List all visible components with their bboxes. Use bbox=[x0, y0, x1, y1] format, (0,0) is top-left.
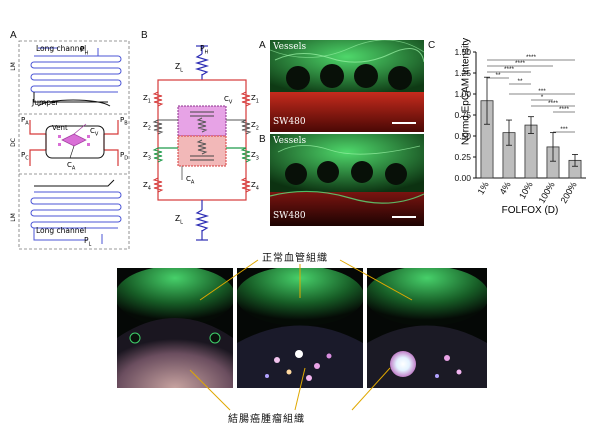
significance-label: ** bbox=[517, 78, 523, 85]
panel-b-letter: B bbox=[141, 30, 148, 41]
jumper-label: Jumper bbox=[32, 98, 59, 107]
micro-a-scale-bar bbox=[392, 122, 416, 124]
epcam-bar-chart: 0.00 0.25 0.50 0.75 1.00 1.25 1.50 1% 4% 10% 100% 2… bbox=[454, 47, 586, 205]
circuit-cv-label: CV bbox=[224, 95, 233, 106]
y-tick-label: 0.25 bbox=[454, 152, 471, 162]
circuit-z1-left-label: Z1 bbox=[143, 94, 151, 105]
micrograph-a-image bbox=[270, 40, 424, 132]
significance-label: *** bbox=[560, 126, 568, 133]
circuit-z2-left-label: Z2 bbox=[143, 121, 151, 132]
micro-b-top-label: Vessels bbox=[273, 136, 307, 146]
significance-label: *** bbox=[538, 88, 546, 95]
significance-label: **** bbox=[559, 106, 570, 113]
panel-c-letter: C bbox=[428, 40, 436, 51]
tumor-tissue-annotation: 結腸癌腫瘤組織 bbox=[228, 414, 305, 425]
x-tick-label: 10% bbox=[517, 180, 535, 201]
circuit-z4-right-label: Z4 bbox=[251, 181, 259, 192]
tissue-image-left bbox=[117, 268, 233, 388]
circuit-z1-right-label: Z1 bbox=[251, 94, 259, 105]
normal-tissue-annotation: 正常血管組織 bbox=[262, 253, 328, 264]
long-channel-bottom-label: Long channel bbox=[36, 226, 87, 235]
tissue-image-right bbox=[367, 268, 487, 388]
x-tick-label: 1% bbox=[476, 180, 491, 196]
y-tick-label: 0.00 bbox=[454, 173, 471, 183]
pd-label: PD bbox=[120, 151, 129, 162]
lm-top-label: LM bbox=[9, 62, 17, 71]
circuit-zl-top-label: ZL bbox=[175, 62, 183, 74]
micrograph-b: Vessels SW480 bbox=[270, 134, 424, 226]
x-tick-label: 4% bbox=[498, 180, 513, 196]
circuit-ca-label: CA bbox=[186, 175, 195, 186]
significance-label: **** bbox=[526, 54, 537, 61]
micro-b-bottom-label: SW480 bbox=[273, 211, 306, 221]
y-tick-label: 1.50 bbox=[454, 47, 471, 57]
micrograph-b-image bbox=[270, 134, 424, 226]
y-tick-label: 1.25 bbox=[454, 68, 471, 78]
pb-label: PB bbox=[120, 116, 128, 127]
circuit-z3-right-label: Z3 bbox=[251, 151, 259, 162]
significance-label: **** bbox=[515, 60, 526, 67]
circuit-z3-left-label: Z3 bbox=[143, 151, 151, 162]
significance-label: **** bbox=[504, 66, 515, 73]
micrograph-a: Vessels SW480 bbox=[270, 40, 424, 132]
ca-label: CA bbox=[67, 161, 76, 172]
pa-label: PA bbox=[21, 116, 29, 127]
circuit-z2-right-label: Z2 bbox=[251, 121, 259, 132]
chart-xlabel: FOLFOX (D) bbox=[501, 205, 559, 216]
pl-label: PL bbox=[84, 236, 92, 248]
long-channel-top-label: Long channel bbox=[36, 44, 87, 53]
dc-label: DC bbox=[9, 138, 17, 147]
significance-label: **** bbox=[548, 100, 559, 107]
y-tick-label: 1.00 bbox=[454, 89, 471, 99]
x-tick-label: 100% bbox=[537, 180, 557, 205]
micro-a-letter: A bbox=[259, 40, 266, 51]
micro-a-top-label: Vessels bbox=[273, 42, 307, 52]
significance-label: ** bbox=[495, 72, 501, 79]
y-tick-label: 0.50 bbox=[454, 131, 471, 141]
micro-a-bottom-label: SW480 bbox=[273, 117, 306, 127]
circuit-z4-left-label: Z4 bbox=[143, 181, 151, 192]
vent-label: Vent bbox=[52, 124, 68, 132]
circuit-ph-label: PH bbox=[200, 44, 209, 56]
annotation-pointers bbox=[189, 259, 413, 411]
pc-label: PC bbox=[21, 151, 29, 162]
lm-bottom-label: LM bbox=[9, 213, 17, 222]
micro-b-letter: B bbox=[259, 134, 266, 145]
circuit-zl-bottom-label: ZL bbox=[175, 214, 183, 226]
significance-label: * bbox=[541, 94, 544, 101]
circuit-diagram bbox=[152, 45, 252, 241]
micro-b-scale-bar bbox=[392, 216, 416, 218]
ph-label: PH bbox=[80, 45, 89, 57]
panel-a-letter: A bbox=[10, 30, 17, 41]
cv-label: CV bbox=[90, 127, 99, 138]
x-tick-label: 200% bbox=[559, 180, 579, 205]
y-tick-label: 0.75 bbox=[454, 110, 471, 120]
device-layout-diagram bbox=[18, 40, 130, 250]
